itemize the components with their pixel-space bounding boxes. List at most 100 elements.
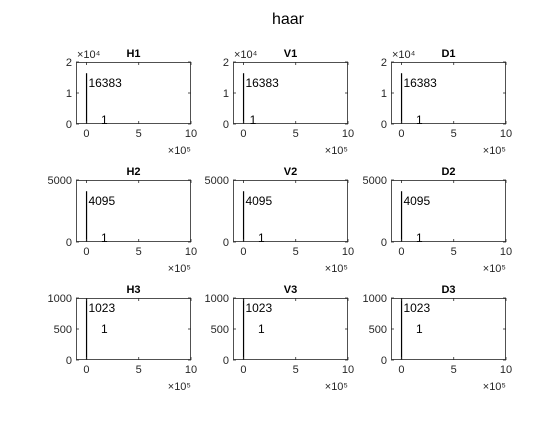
x-exponent-label: ×10⁵ (483, 381, 506, 393)
bar-1 (401, 298, 402, 360)
x-tick-label: 10 (185, 364, 197, 376)
x-tick-label: 0 (240, 246, 246, 258)
x-tick-label: 0 (240, 128, 246, 140)
data-label: 4095 (88, 194, 115, 208)
x-exponent-label: ×10⁵ (168, 381, 191, 393)
data-label: 1023 (403, 301, 430, 315)
data-label: 4095 (245, 194, 272, 208)
axes-box (77, 63, 191, 124)
data-label: 1 (258, 322, 265, 336)
bar-1 (243, 73, 244, 124)
data-label: 16383 (88, 76, 122, 90)
data-label: 1 (416, 322, 423, 336)
x-exponent-label: ×10⁵ (483, 145, 506, 157)
x-tick-label: 5 (136, 364, 142, 376)
y-tick-label: 1000 (363, 293, 387, 305)
x-exponent-label: ×10⁵ (168, 145, 191, 157)
y-tick-label: 2 (381, 57, 387, 69)
x-tick-label: 10 (342, 364, 354, 376)
y-tick-label: 1 (223, 88, 229, 100)
x-tick-label: 0 (398, 128, 404, 140)
x-tick-label: 10 (185, 246, 197, 258)
y-tick-label: 0 (223, 119, 229, 131)
y-tick-label: 2 (223, 57, 229, 69)
y-tick-label: 5000 (48, 175, 72, 187)
y-tick-label: 0 (381, 355, 387, 367)
data-label: 1 (258, 231, 265, 245)
x-tick-label: 5 (293, 128, 299, 140)
data-label: 4095 (403, 194, 430, 208)
x-tick-label: 0 (83, 364, 89, 376)
subplot-title: D1 (441, 48, 455, 60)
bar-1 (86, 191, 87, 242)
y-tick-label: 5000 (205, 175, 229, 187)
x-tick-label: 5 (451, 364, 457, 376)
y-tick-label: 0 (66, 237, 72, 249)
data-label: 16383 (245, 76, 279, 90)
x-tick-label: 10 (342, 246, 354, 258)
x-tick-label: 0 (83, 128, 89, 140)
y-exponent-label: ×10⁴ (77, 49, 101, 61)
x-tick-label: 0 (83, 246, 89, 258)
subplot-title: H2 (126, 166, 140, 178)
figure-title: haar (272, 11, 305, 28)
y-tick-label: 0 (66, 119, 72, 131)
x-tick-label: 0 (398, 364, 404, 376)
x-tick-label: 10 (342, 128, 354, 140)
subplot-title: H1 (126, 48, 140, 60)
y-tick-label: 500 (211, 324, 229, 336)
x-tick-label: 5 (136, 128, 142, 140)
x-exponent-label: ×10⁵ (325, 145, 348, 157)
y-tick-label: 1 (66, 88, 72, 100)
bar-1 (86, 73, 87, 124)
y-exponent-label: ×10⁴ (234, 49, 258, 61)
y-tick-label: 2 (66, 57, 72, 69)
bar-1 (243, 298, 244, 360)
x-tick-label: 0 (398, 246, 404, 258)
axes-box (392, 181, 506, 242)
subplot-title: V1 (284, 48, 297, 60)
y-tick-label: 1000 (205, 293, 229, 305)
x-tick-label: 0 (240, 364, 246, 376)
subplot-title: H3 (126, 284, 140, 296)
x-exponent-label: ×10⁵ (325, 263, 348, 275)
y-tick-label: 0 (381, 119, 387, 131)
y-tick-label: 0 (223, 355, 229, 367)
data-label: 16383 (403, 76, 437, 90)
y-tick-label: 1000 (48, 293, 72, 305)
y-tick-label: 0 (66, 355, 72, 367)
y-tick-label: 0 (223, 237, 229, 249)
data-label: 1023 (245, 301, 272, 315)
data-label: 1 (101, 113, 108, 127)
subplot-title: V3 (284, 284, 297, 296)
x-tick-label: 5 (293, 364, 299, 376)
x-exponent-label: ×10⁵ (168, 263, 191, 275)
y-tick-label: 500 (369, 324, 387, 336)
y-tick-label: 500 (54, 324, 72, 336)
y-tick-label: 1 (381, 88, 387, 100)
bar-1 (401, 191, 402, 242)
subplot-title: D2 (441, 166, 455, 178)
x-tick-label: 10 (500, 246, 512, 258)
data-label: 1 (250, 113, 257, 127)
bar-1 (86, 298, 87, 360)
axes-box (392, 63, 506, 124)
y-exponent-label: ×10⁴ (392, 49, 416, 61)
data-label: 1 (101, 231, 108, 245)
bar-1 (243, 191, 244, 242)
x-tick-label: 10 (500, 128, 512, 140)
data-label: 1 (101, 322, 108, 336)
y-tick-label: 0 (381, 237, 387, 249)
data-label: 1 (416, 113, 423, 127)
